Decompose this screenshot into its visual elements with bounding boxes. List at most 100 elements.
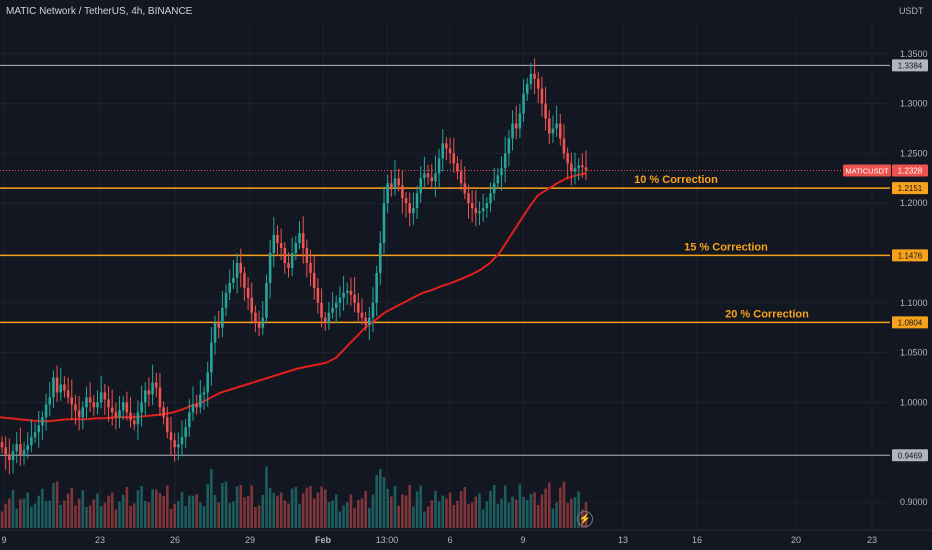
candle-body <box>551 128 555 134</box>
candle-body <box>195 404 198 408</box>
candle-body <box>77 410 81 418</box>
volume-bar <box>11 489 15 528</box>
time-tick-label: 29 <box>245 535 255 545</box>
candle-body <box>4 447 7 455</box>
candle-body <box>74 404 77 411</box>
volume-bar <box>478 493 481 528</box>
volume-bar <box>169 508 173 528</box>
symbol-title: MATIC Network / TetherUS, 4h, BINANCE <box>6 6 193 17</box>
candle-body <box>375 272 378 303</box>
volume-bar <box>154 489 158 528</box>
candle-body <box>566 153 569 164</box>
candle-body <box>419 178 423 194</box>
volume-bar <box>573 497 577 528</box>
volume-bar <box>390 496 393 528</box>
time-tick-label: Feb <box>315 535 332 545</box>
price-tick-label: 1.3000 <box>900 99 928 109</box>
candles <box>0 58 588 475</box>
price-tick-label: 1.2000 <box>900 198 928 208</box>
volume-bar <box>180 491 184 528</box>
candle-body <box>243 272 246 288</box>
candle-body <box>536 78 540 89</box>
volume-bar <box>217 502 220 528</box>
candle-body <box>478 211 481 214</box>
candle-body <box>456 163 459 172</box>
volume-bar <box>63 500 66 528</box>
candle-body <box>48 397 52 405</box>
volume-bar <box>305 487 309 528</box>
candle-body <box>371 302 375 318</box>
level-price-text: 1.3384 <box>898 61 923 70</box>
candle-body <box>52 377 55 398</box>
volume-bar <box>173 503 176 528</box>
horizontal-levels <box>0 64 890 456</box>
volume-bar <box>382 477 386 528</box>
candle-body <box>132 420 136 425</box>
volume-bar <box>577 491 580 528</box>
level-price-text: 1.0804 <box>898 318 923 327</box>
candle-body <box>99 392 103 403</box>
volume-bar <box>268 488 272 528</box>
lightning-bolt-icon[interactable]: ⚡ <box>577 511 593 527</box>
volume-bar <box>66 493 70 528</box>
price-tick-label: 1.3500 <box>900 49 928 59</box>
volume-bar <box>489 491 492 528</box>
time-tick-label: 23 <box>867 535 877 545</box>
volume-bar <box>312 498 316 528</box>
candle-body <box>254 312 257 323</box>
volume-bar <box>44 501 48 528</box>
volume-bar <box>235 486 239 528</box>
candle-body <box>224 292 228 308</box>
candle-body <box>81 407 85 418</box>
volume-bar <box>191 495 195 528</box>
volume-bar <box>514 499 518 528</box>
candle-body <box>423 173 426 179</box>
volume-bar <box>279 492 283 528</box>
volume-bar <box>507 502 511 528</box>
volume-bar <box>250 485 254 528</box>
volume-bar <box>368 507 371 528</box>
volume-bar <box>540 494 544 528</box>
candle-body <box>290 253 294 268</box>
volume-bar <box>33 503 37 528</box>
candle-body <box>547 118 551 134</box>
time-tick-label: 13 <box>618 535 628 545</box>
candle-body <box>162 407 165 418</box>
candle-body <box>445 143 448 149</box>
volume-bar <box>423 511 426 528</box>
volume-bar <box>55 481 59 528</box>
candle-body <box>584 167 588 171</box>
volume-bar <box>301 493 305 528</box>
candle-body <box>151 382 154 395</box>
volume-bar <box>88 505 92 528</box>
candle-body <box>154 382 158 388</box>
volume-bar <box>15 508 18 528</box>
price-tick-label: 0.9000 <box>900 497 928 507</box>
volume-bar <box>110 492 114 528</box>
candle-body <box>577 165 580 169</box>
candle-body <box>283 248 287 263</box>
time-tick-label: 9 <box>520 535 525 545</box>
volume-bar <box>511 496 514 528</box>
candle-body <box>235 262 239 278</box>
candle-body <box>199 394 202 408</box>
volume-bar <box>345 502 349 528</box>
candle-body <box>66 390 70 398</box>
candle-body <box>165 417 169 433</box>
candle-body <box>257 322 261 328</box>
candle-body <box>434 173 437 182</box>
volume-bar <box>228 503 232 528</box>
volume-bar <box>136 490 140 528</box>
volume-bar <box>22 498 26 528</box>
candle-body <box>452 153 456 164</box>
volume-bar <box>243 497 246 528</box>
volume-bar <box>96 493 99 528</box>
volume-bar <box>70 487 74 528</box>
candle-body <box>316 287 320 303</box>
candle-body <box>110 407 114 413</box>
candle-body <box>33 432 37 438</box>
volume-bar <box>132 503 136 528</box>
